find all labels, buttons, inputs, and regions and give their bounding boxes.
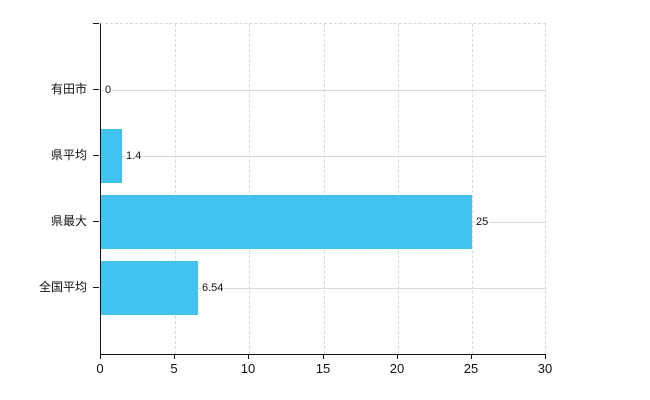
- x-tick-label: 15: [315, 361, 331, 376]
- y-axis-tick: [93, 89, 99, 90]
- gridline-vertical: [323, 24, 325, 354]
- x-axis-tick: [174, 354, 175, 359]
- x-tick-label: 10: [240, 361, 256, 376]
- gridline-vertical: [545, 24, 546, 354]
- gridline-vertical: [249, 24, 251, 354]
- x-tick-label: 25: [463, 361, 479, 376]
- x-axis-tick: [100, 354, 101, 359]
- y-axis-tick: [93, 221, 99, 222]
- y-axis-tick: [93, 287, 99, 288]
- gridline-horizontal: [101, 90, 546, 91]
- x-axis-tick: [471, 354, 472, 359]
- category-label: 全国平均: [38, 280, 87, 294]
- x-axis-tick: [397, 354, 398, 359]
- x-tick-label: 5: [170, 361, 178, 376]
- gridline-vertical: [175, 24, 177, 354]
- bar: [101, 195, 472, 249]
- gridline-vertical: [471, 24, 473, 354]
- x-axis-tick: [545, 354, 546, 359]
- bar: [101, 129, 122, 183]
- bar-value-label: 0: [104, 83, 113, 97]
- x-tick-label: 20: [389, 361, 405, 376]
- y-axis-tick: [93, 155, 99, 156]
- x-axis-tick: [323, 354, 324, 359]
- bar-value-label: 25: [475, 215, 490, 229]
- y-axis-endcap-tick: [93, 23, 99, 24]
- category-label: 有田市: [50, 82, 87, 96]
- bar: [101, 261, 198, 315]
- gridline-vertical: [397, 24, 399, 354]
- gridline-horizontal: [101, 156, 546, 157]
- plot-area: 0 1.4 25 6.54: [100, 23, 546, 355]
- x-axis-tick: [248, 354, 249, 359]
- gridline-horizontal: [101, 288, 546, 289]
- category-label: 県最大: [50, 214, 87, 228]
- x-tick-label: 30: [537, 361, 553, 376]
- bar-value-label: 1.4: [125, 149, 143, 163]
- bar-value-label: 6.54: [201, 281, 225, 295]
- x-tick-label: 0: [96, 361, 104, 376]
- category-label: 県平均: [50, 148, 87, 162]
